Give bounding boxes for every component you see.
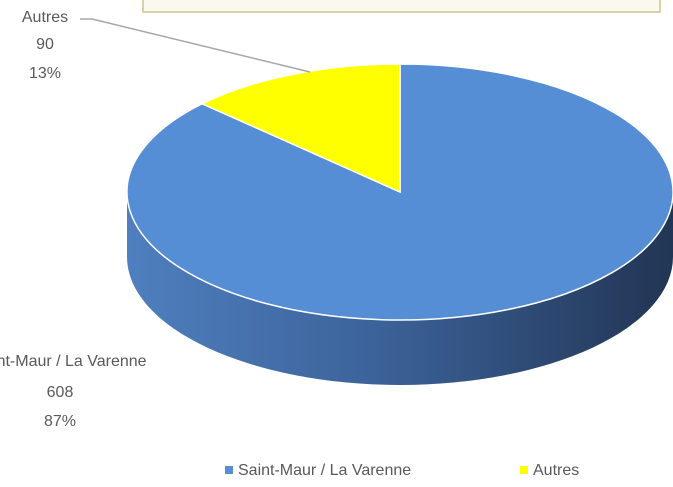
leader-line bbox=[80, 18, 311, 73]
data-label-value: 90 bbox=[36, 36, 54, 53]
legend-swatch bbox=[520, 466, 528, 474]
legend-label: Autres bbox=[533, 462, 579, 479]
data-label-value: 608 bbox=[47, 384, 74, 401]
pie-slice bbox=[200, 63, 401, 194]
title-box bbox=[142, 0, 661, 13]
pie-slice bbox=[126, 63, 673, 321]
pie-side bbox=[127, 192, 673, 385]
data-label-category: Autres bbox=[22, 9, 68, 26]
legend-swatch bbox=[225, 466, 233, 474]
legend-label: Saint-Maur / La Varenne bbox=[238, 462, 411, 479]
data-label-percent: 13% bbox=[29, 65, 61, 82]
data-label-category: Saint-Maur / La Varenne bbox=[0, 353, 147, 370]
data-label-percent: 87% bbox=[44, 413, 76, 430]
